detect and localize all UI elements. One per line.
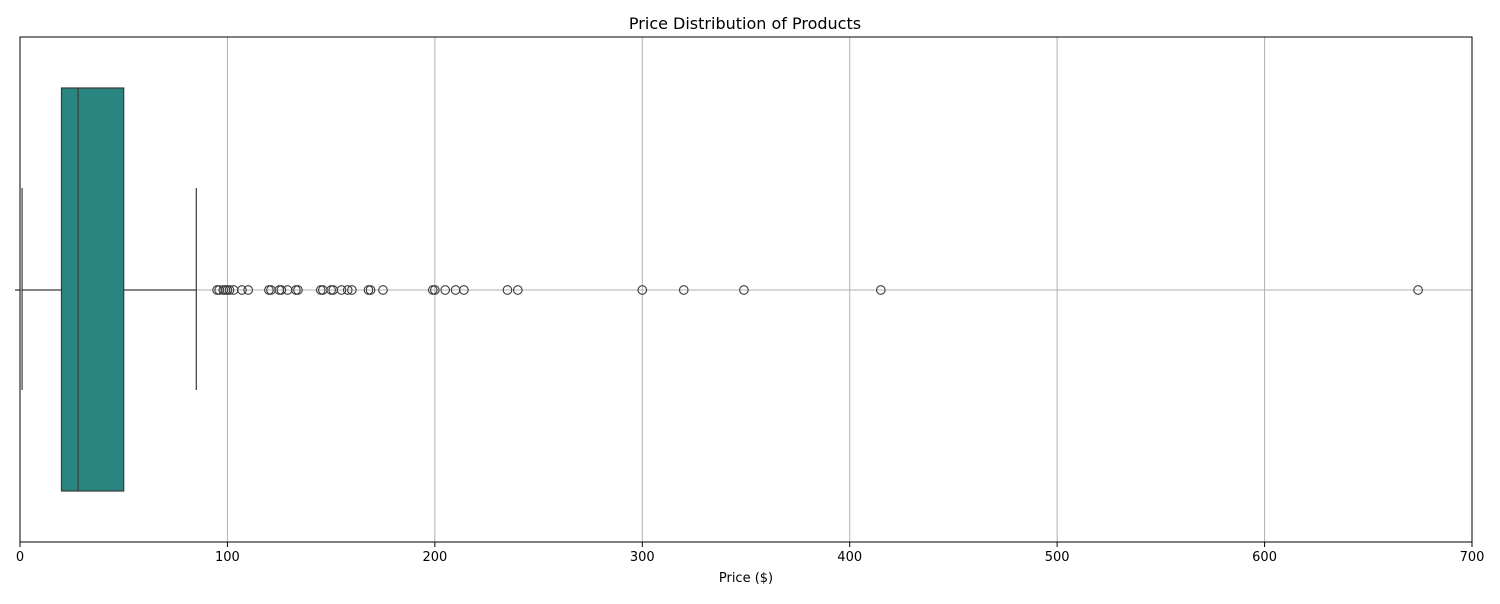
outlier-point xyxy=(430,285,440,295)
outlier-point xyxy=(237,285,247,295)
x-tick-label: 200 xyxy=(422,550,447,565)
outlier-point xyxy=(336,285,347,295)
outlier-point xyxy=(637,285,648,295)
outlier-point xyxy=(347,285,357,295)
x-tick-label: 500 xyxy=(1045,550,1070,565)
outlier-point xyxy=(342,285,353,295)
outlier-point xyxy=(243,285,254,295)
outlier-point xyxy=(378,285,388,295)
outlier-point xyxy=(276,285,287,295)
x-tick-label: 100 xyxy=(215,550,240,565)
outlier-point xyxy=(224,285,235,295)
x-tick-label: 600 xyxy=(1252,550,1277,565)
x-tick-label: 700 xyxy=(1460,550,1485,565)
outlier-point xyxy=(875,285,886,295)
outlier-point xyxy=(512,285,523,295)
outlier-point xyxy=(739,285,749,295)
outlier-point xyxy=(440,285,451,295)
outlier-point xyxy=(459,285,469,295)
outlier-points xyxy=(212,285,1423,295)
outlier-point xyxy=(502,285,513,295)
interquartile-box xyxy=(60,87,125,492)
x-tick-label: 400 xyxy=(837,550,862,565)
x-tick-label: 0 xyxy=(16,550,24,565)
outlier-point xyxy=(365,285,376,295)
x-axis: 0 100 200 300 400 500 600 700 xyxy=(15,289,1485,565)
outlier-point xyxy=(293,285,303,295)
grid-lines xyxy=(19,37,1473,542)
outlier-point xyxy=(1413,285,1423,295)
x-axis-label: Price ($) xyxy=(719,571,773,586)
outlier-point xyxy=(678,285,689,295)
chart-title: Price Distribution of Products xyxy=(629,14,861,33)
x-tick-label: 300 xyxy=(630,550,655,565)
box-plot xyxy=(21,87,197,492)
